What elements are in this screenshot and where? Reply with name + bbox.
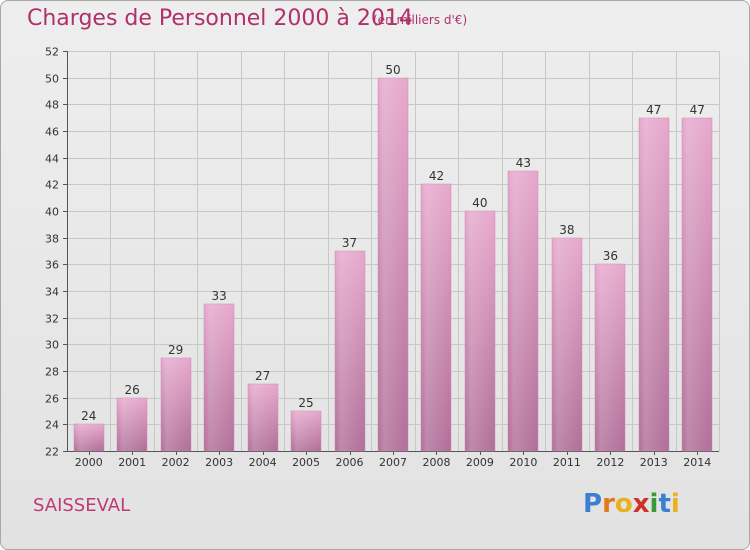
x-tick-label: 2005 [292,456,320,469]
logo-letter: o [614,489,633,519]
y-tick-label: 38 [45,233,59,246]
bar-highlight [378,78,408,451]
y-tick-label: 42 [45,179,59,192]
x-tick-label: 2000 [75,456,103,469]
bar-highlight [421,184,451,451]
y-tick-label: 32 [45,313,59,326]
bar-highlight [508,171,538,451]
y-tick-label: 40 [45,206,59,219]
bar-highlight [117,398,147,451]
data-label: 40 [472,196,487,210]
labels: 24 26 29 33 27 25 37 50 42 40 43 38 36 47 47 [81,63,705,423]
proxiti-logo[interactable]: Proxiti [583,489,680,519]
y-tick-label: 28 [45,366,59,379]
y-tick-label: 24 [45,419,59,432]
axes: 22 24 26 28 30 32 34 36 38 40 42 44 46 48 50 52 2000 2001… [45,46,719,469]
logo-letter: r [602,489,615,519]
y-tick-label: 44 [45,153,59,166]
data-label: 37 [342,236,357,250]
data-label: 29 [168,343,183,357]
bars [73,77,713,452]
bar-highlight [161,358,191,451]
logo-letter: P [583,489,603,519]
logo-letter: i [649,489,659,519]
x-tick-label: 2012 [596,456,624,469]
x-tick-label: 2004 [249,456,277,469]
data-label: 25 [298,396,313,410]
commune-name: SAISSEVAL [33,495,131,516]
y-tick-label: 34 [45,286,59,299]
bar-highlight [552,238,582,451]
data-label: 36 [603,249,618,263]
data-label: 33 [211,289,226,303]
y-tick-label: 48 [45,99,59,112]
x-tick-label: 2014 [683,456,711,469]
bar-highlight [204,304,234,451]
bar-highlight [595,264,625,451]
x-tick-label: 2001 [118,456,146,469]
x-tick-label: 2013 [640,456,668,469]
data-label: 27 [255,369,270,383]
data-label: 24 [81,409,96,423]
logo-letter: x [632,489,650,519]
x-tick-label: 2008 [422,456,450,469]
bar-highlight [74,424,104,451]
x-tick-label: 2011 [553,456,581,469]
chart-title: Charges de Personnel 2000 à 2014 [27,6,413,31]
bar-highlight [291,411,321,451]
bar-highlight [639,118,669,451]
bar-highlight [465,211,495,451]
bar-highlight [248,384,278,451]
data-label: 47 [646,103,661,117]
data-label: 26 [125,383,140,397]
y-tick-label: 30 [45,339,59,352]
x-tick-label: 2010 [509,456,537,469]
bar-highlight [335,251,365,451]
data-label: 47 [690,103,705,117]
x-tick-label: 2007 [379,456,407,469]
y-tick-label: 46 [45,126,59,139]
y-tick-label: 36 [45,259,59,272]
bar-highlight [682,118,712,451]
x-tick-label: 2002 [162,456,190,469]
logo-letter: t [658,489,671,519]
data-label: 50 [385,63,400,77]
chart-subtitle: (en milliers d'€) [373,13,468,27]
y-tick-label: 26 [45,393,59,406]
x-tick-label: 2006 [336,456,364,469]
data-label: 38 [559,223,574,237]
x-tick-label: 2003 [205,456,233,469]
x-tick-label: 2009 [466,456,494,469]
logo-letter: i [670,489,680,519]
data-label: 43 [516,156,531,170]
y-tick-label: 50 [45,73,59,86]
data-label: 42 [429,169,444,183]
y-tick-label: 22 [45,446,59,459]
y-tick-label: 52 [45,46,59,59]
